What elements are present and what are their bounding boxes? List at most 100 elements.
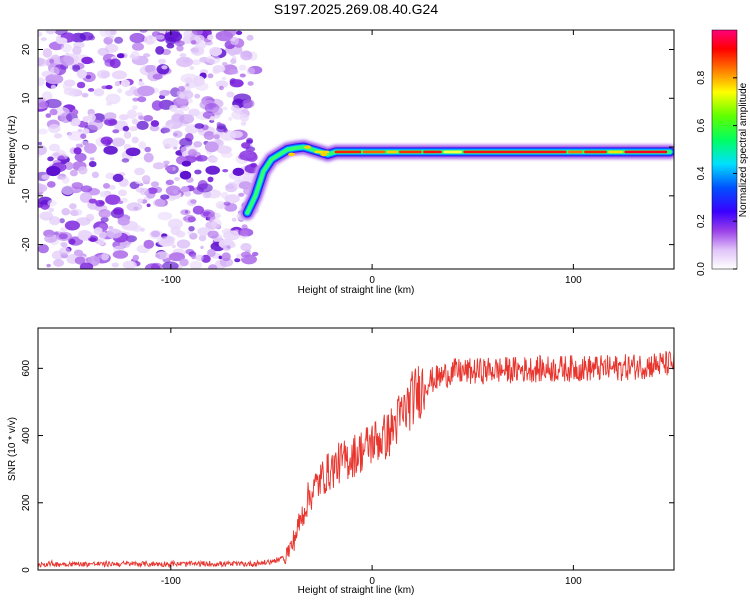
noise-blob [88,198,97,204]
ridge-highlight [288,152,296,157]
noise-blob [40,37,47,41]
noise-blob [155,34,165,40]
noise-blob [229,79,244,88]
noise-blob [164,31,183,42]
y-tick-label: 10 [21,92,32,104]
x-tick-label: -100 [161,576,181,587]
noise-blob [144,263,161,269]
noise-blob [177,85,185,92]
noise-blob [172,130,183,138]
noise-blob [222,62,228,66]
noise-blob [57,175,64,180]
noise-blob [190,40,197,45]
colorbar-tick-label: 0.0 [696,262,707,276]
colorbar-tick-label: 0.2 [696,214,707,228]
noise-blob [73,147,82,155]
noise-blob [188,226,195,232]
noise-blob [156,236,175,247]
noise-blob [152,162,165,170]
noise-blob [60,242,68,248]
noise-blob [88,35,96,41]
noise-blob [197,227,212,236]
noise-blob [226,91,235,98]
noise-blob [68,238,76,245]
noise-blob [240,50,253,61]
noise-blob [161,65,168,70]
noise-blob [55,231,73,241]
noise-blob [119,240,131,248]
noise-blob [223,230,241,241]
noise-blob [221,151,233,158]
noise-blob [202,191,212,199]
noise-blob [104,112,117,121]
y-tick-label: 200 [21,494,32,511]
noise-blob [212,65,226,73]
noise-blob [78,166,88,175]
noise-blob [45,30,56,35]
noise-blob [195,156,203,162]
noise-blob [72,109,79,116]
snr-y-axis-label: SNR (10 * v/v) [7,417,18,481]
noise-blob [228,69,239,75]
noise-blob [155,46,165,55]
noise-blob [70,210,79,216]
noise-blob [103,183,110,189]
noise-blob [163,160,170,165]
noise-blob [108,184,116,190]
noise-blob [46,263,51,268]
spectrogram-y-axis-label: Frequency (Hz) [7,116,18,185]
noise-blob [78,229,91,240]
noise-blob [246,137,254,144]
noise-blob [160,194,170,200]
noise-blob [81,56,93,65]
noise-blob [108,119,116,125]
noise-blob [200,245,204,249]
colorbar-tick-label: 0.6 [696,118,707,132]
noise-blob [132,42,144,51]
noise-blob [231,217,237,222]
noise-blob [69,203,77,210]
noise-blob [63,79,76,87]
noise-blob [138,81,145,86]
ridge-highlight [304,145,312,149]
noise-blob [179,114,195,124]
noise-blob [179,170,192,180]
noise-blob [208,264,218,269]
noise-blob [87,113,96,122]
noise-blob [194,93,201,99]
noise-blob [88,161,97,168]
noise-blob [191,30,204,36]
noise-blob [61,176,70,184]
noise-blob [76,69,87,79]
noise-blob [203,131,215,140]
noise-blob [241,142,251,149]
noise-blob [61,185,74,196]
noise-blob [147,187,158,195]
noise-blob [221,76,227,81]
noise-blob [95,199,105,207]
noise-blob [55,37,68,45]
noise-blob [186,230,194,235]
noise-blob [93,88,105,97]
noise-blob [44,98,62,109]
noise-blob [172,189,179,195]
noise-blob [118,114,129,121]
noise-blob [105,194,121,205]
noise-blob [246,34,254,41]
noise-blob [112,173,124,183]
noise-blob [117,217,130,226]
noise-blob [207,176,214,183]
figure-title: S197.2025.269.08.40.G24 [274,1,438,17]
noise-blob [125,90,134,97]
noise-blob [107,226,114,230]
noise-blob [122,260,137,269]
noise-blob [138,141,147,149]
y-tick-label: 600 [21,360,32,377]
colorbar-tick-label: 0.4 [696,166,707,180]
x-tick-label: 100 [565,275,582,286]
noise-blob [224,194,240,204]
noise-blob [250,162,258,168]
noise-blob [131,136,139,144]
